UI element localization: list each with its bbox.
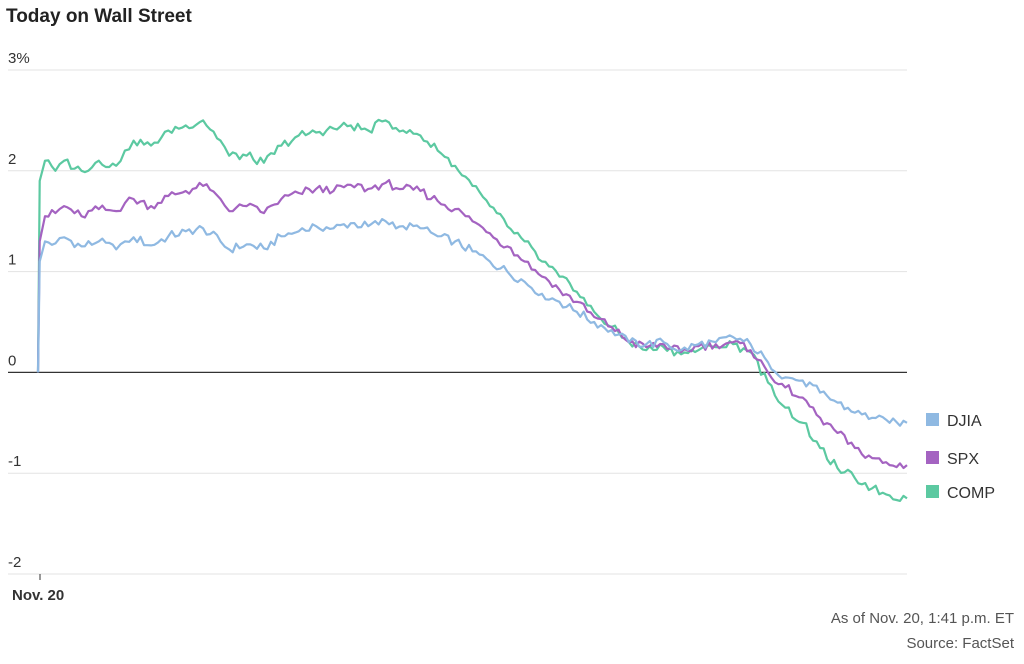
timestamp-note: As of Nov. 20, 1:41 p.m. ET: [830, 610, 1014, 627]
legend: DJIA SPX COMP: [926, 413, 995, 502]
legend-swatch-spx: [926, 451, 939, 464]
y-tick-label: -2: [8, 554, 21, 571]
series-line-comp: [36, 118, 908, 502]
gridlines: [8, 69, 907, 575]
y-tick-label: 1: [8, 252, 16, 269]
source-note: Source: FactSet: [906, 635, 1014, 652]
y-tick-label: 0: [8, 352, 16, 369]
series-line-spx: [36, 179, 908, 470]
legend-swatch-djia: [926, 413, 939, 426]
series-lines: [36, 118, 908, 502]
chart-title: Today on Wall Street: [6, 6, 192, 27]
y-tick-label: -1: [8, 453, 21, 470]
legend-label-comp: COMP: [947, 485, 995, 502]
y-tick-label: 3%: [8, 50, 30, 67]
legend-label-djia: DJIA: [947, 413, 982, 430]
y-axis-tick-labels: 3% 2 1 0 -1 -2: [8, 50, 30, 571]
line-chart: 3% 2 1 0 -1 -2 Nov. 20 DJIA SPX COMP: [8, 50, 995, 600]
x-axis: Nov. 20: [12, 574, 64, 600]
y-tick-label: 2: [8, 151, 16, 168]
x-tick-label: Nov. 20: [12, 587, 64, 600]
legend-swatch-comp: [926, 485, 939, 498]
chart-footer: As of Nov. 20, 1:41 p.m. ET Source: Fact…: [831, 606, 1014, 656]
legend-label-spx: SPX: [947, 451, 979, 468]
series-line-djia: [36, 218, 908, 427]
